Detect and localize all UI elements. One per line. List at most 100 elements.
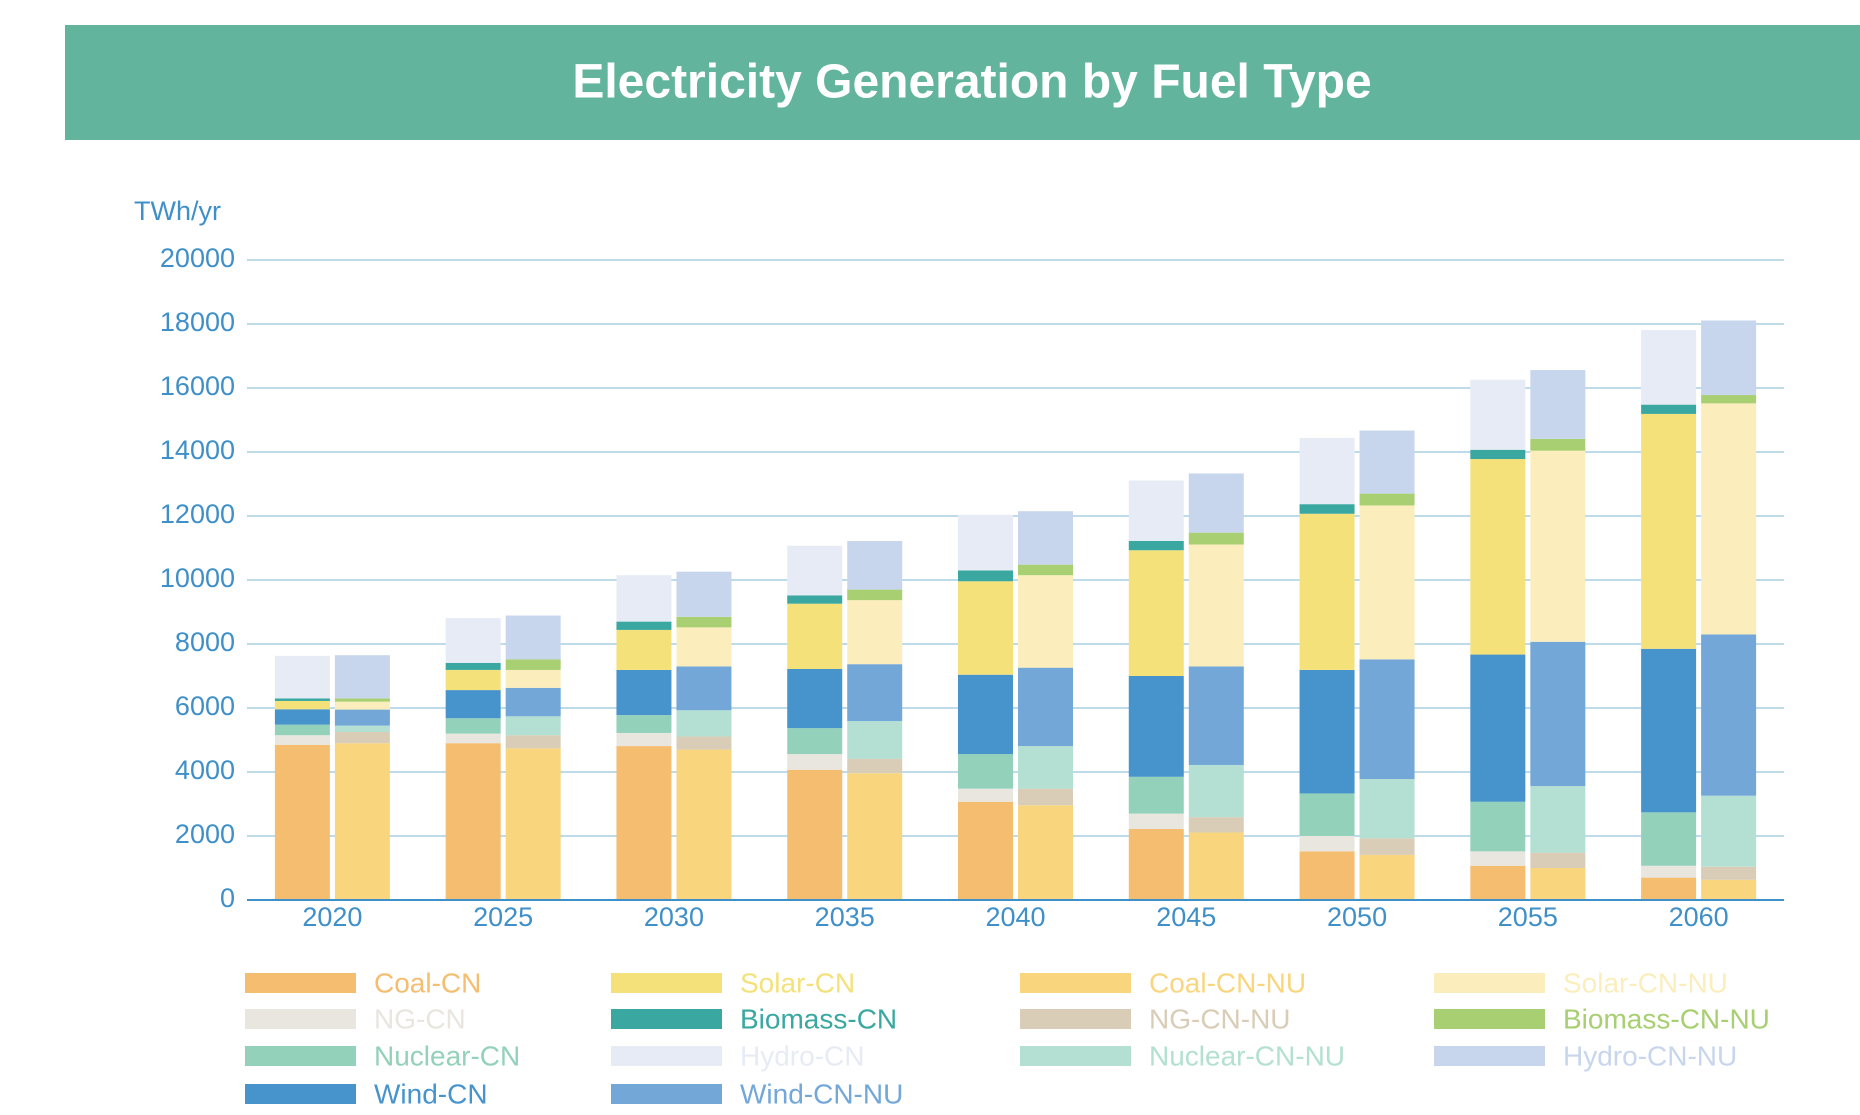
bar-segment [1470,379,1526,450]
bar-segment [445,662,501,670]
bar-segment [274,709,330,725]
legend-label: Biomass-CN [740,1003,897,1034]
legend-swatch [1020,1009,1131,1029]
bar-segment [1018,788,1073,806]
bar-segment [1018,746,1073,789]
legend-label: Coal-CN-NU [1149,967,1306,998]
bar-segment [847,589,903,601]
bar-segment [616,669,672,716]
bar-segment [505,716,561,736]
bar-segment [1128,776,1184,814]
bar-segment [1018,564,1073,576]
bar-segment [505,615,561,660]
x-tick-label: 2020 [302,902,362,932]
bar-segment [505,748,561,900]
bar-segment [1128,480,1184,541]
bar-segment [1530,450,1586,642]
y-tick-label: 0 [220,883,235,913]
bar-segment [1701,879,1757,900]
x-tick-label: 2050 [1327,902,1387,932]
y-tick-label: 16000 [160,371,235,401]
bar-segment [334,732,390,744]
bar-segment [274,724,330,736]
title-banner [65,25,1860,140]
bar-segment [1018,575,1073,668]
legend-label: Coal-CN [374,967,481,998]
bar-segment [1299,513,1355,670]
bar-segment [1299,504,1355,514]
bar-segment [1359,854,1415,900]
bar-segment [1530,868,1586,900]
bar-segment [1470,654,1526,802]
bar-segment [1470,459,1526,655]
bar-segment [1359,430,1415,494]
legend-label: Nuclear-CN-NU [1149,1040,1345,1071]
bar-segment [505,687,561,717]
bar-segment [334,725,390,732]
bar-segment [676,616,732,628]
bar-segment [676,749,732,900]
legend-swatch [611,1009,722,1029]
bar-segment [1701,395,1757,404]
bar-segment [505,669,561,688]
bar-segment [274,698,330,701]
legend-label: Wind-CN-NU [740,1078,903,1109]
y-tick-label: 20000 [160,243,235,273]
bar-segment [847,600,903,665]
bar-segment [1641,404,1697,414]
bar-segment [1018,805,1073,900]
bar-segment [787,595,843,604]
bar-segment [787,769,843,900]
bar-segment [1530,852,1586,868]
bar-segment [1188,532,1244,545]
bar-segment [676,666,732,711]
bar-segment [847,540,903,590]
bar-segment [334,698,390,702]
bar-segment [958,581,1013,675]
legend-label: NG-CN [374,1003,466,1034]
legend-swatch [245,1084,356,1104]
legend-swatch [611,1046,722,1066]
legend-swatch [1434,1009,1545,1029]
x-tick-label: 2025 [473,902,533,932]
bar-segment [616,715,672,733]
bar-segment [334,701,390,710]
legend-label: NG-CN-NU [1149,1003,1291,1034]
y-tick-label: 4000 [175,755,235,785]
bar-segment [334,655,390,699]
x-tick-label: 2045 [1156,902,1216,932]
bar-segment [1018,667,1073,747]
bar-segment [958,674,1013,755]
x-tick-label: 2035 [815,902,875,932]
bar-segment [1701,320,1757,396]
bar-segment [1188,473,1244,533]
bar-segment [1188,764,1244,818]
bar-segment [1641,330,1697,405]
x-tick-label: 2040 [985,902,1045,932]
bar-segment [274,735,330,745]
bar-segment [787,668,843,729]
bar-segment [1128,676,1184,777]
bar-segment [1128,813,1184,829]
y-axis-label: TWh/yr [134,196,221,226]
bar-segment [1641,865,1697,878]
y-tick-label: 10000 [160,563,235,593]
bar-segment [1299,793,1355,836]
bar-segment [676,710,732,737]
bar-segment [505,735,561,749]
legend-label: Wind-CN [374,1078,488,1109]
chart-title: Electricity Generation by Fuel Type [572,56,1371,109]
bar-segment [445,669,501,691]
bar-segment [676,736,732,750]
legend-label: Hydro-CN [740,1040,864,1071]
bar-segment [445,733,501,744]
legend-label: Nuclear-CN [374,1040,520,1071]
bar-segment [1470,449,1526,460]
bar-segment [1128,540,1184,551]
bar-segment [1701,634,1757,796]
bar-segment [1530,438,1586,451]
bar-segment [1470,865,1526,900]
bar-segment [616,746,672,900]
x-tick-label: 2055 [1498,902,1558,932]
